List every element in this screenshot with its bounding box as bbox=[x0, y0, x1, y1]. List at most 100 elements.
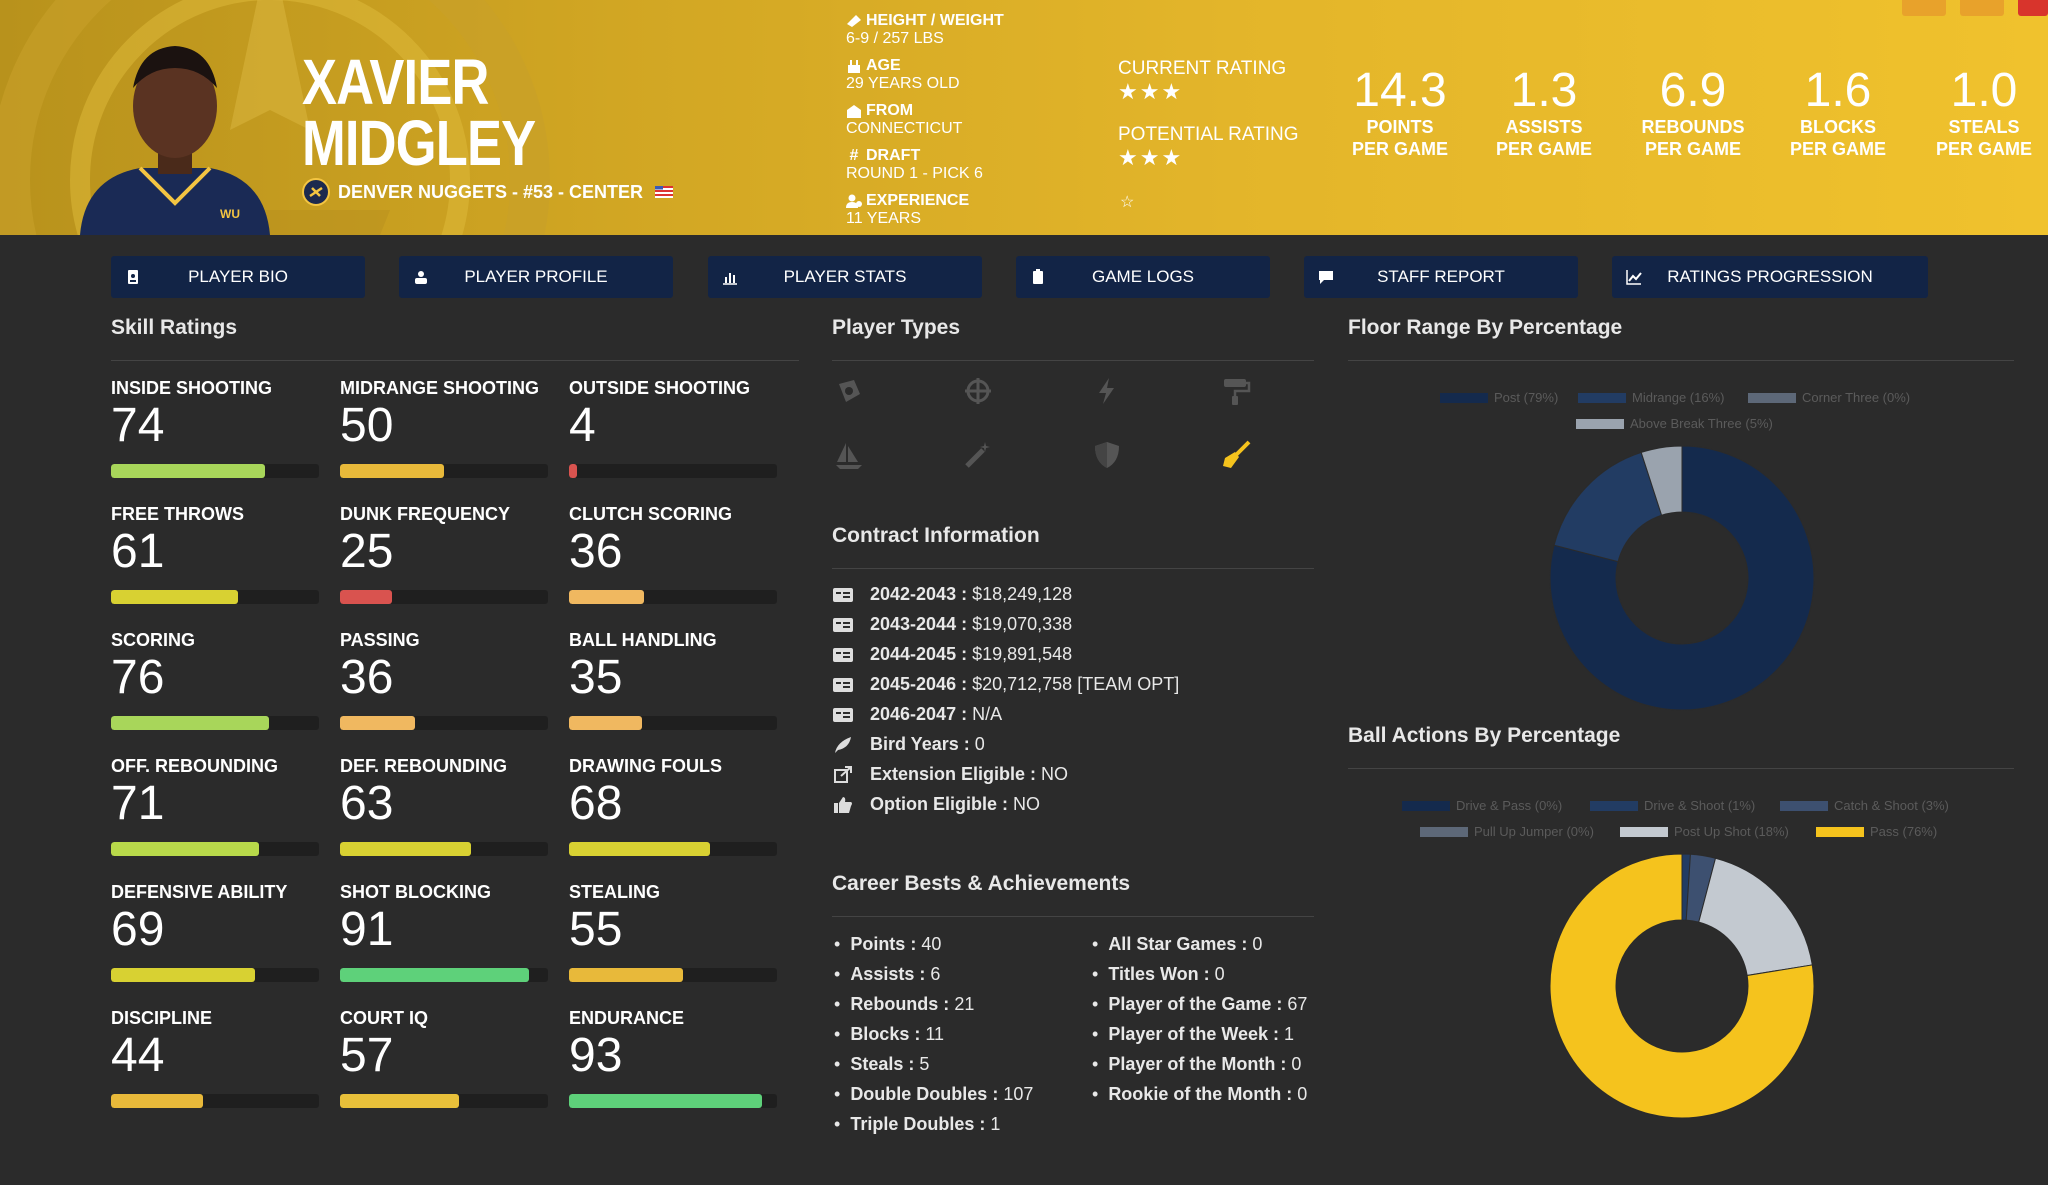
maximize-button[interactable] bbox=[1960, 0, 2004, 16]
thumbs-up-icon bbox=[834, 796, 852, 813]
legend-item[interactable]: Pass (76%) bbox=[1816, 824, 1937, 839]
career-best-item: All Star Games : 0 bbox=[1092, 934, 1262, 955]
tab-player-bio[interactable]: PLAYER BIO bbox=[111, 256, 365, 298]
legend-item[interactable]: Catch & Shoot (3%) bbox=[1780, 798, 1949, 813]
legend-label: Post (79%) bbox=[1494, 390, 1559, 405]
skill-value: 69 bbox=[111, 903, 165, 956]
legend-item[interactable]: Post Up Shot (18%) bbox=[1620, 824, 1789, 839]
legend-item[interactable]: Drive & Pass (0%) bbox=[1402, 798, 1562, 813]
legend-swatch bbox=[1748, 392, 1796, 403]
legend-label: Post Up Shot (18%) bbox=[1674, 824, 1789, 839]
player-last-name: MIDGLEY bbox=[302, 107, 536, 179]
skill-bar-fill bbox=[111, 1094, 203, 1108]
donut-slice[interactable] bbox=[1549, 445, 1815, 711]
legend-item[interactable]: Drive & Shoot (1%) bbox=[1590, 798, 1755, 813]
career-best-item: Player of the Game : 67 bbox=[1092, 994, 1307, 1015]
skill-bar-fill bbox=[340, 464, 444, 478]
skill-drawing-fouls: DRAWING FOULS 68 bbox=[569, 756, 777, 856]
skill-bar bbox=[340, 842, 548, 856]
minimize-button[interactable] bbox=[1902, 0, 1946, 16]
skill-bar-fill bbox=[340, 716, 415, 730]
skill-name: DEF. REBOUNDING bbox=[340, 756, 508, 776]
user-clock-icon bbox=[846, 194, 862, 208]
skill-bar bbox=[340, 590, 548, 604]
career-best-item: Player of the Month : 0 bbox=[1092, 1054, 1301, 1075]
donut-slice[interactable] bbox=[1640, 445, 1683, 516]
skill-bar-fill bbox=[340, 590, 392, 604]
skill-value: 61 bbox=[111, 525, 165, 578]
bio-draft: # DRAFT ROUND 1 - PICK 6 bbox=[846, 147, 983, 182]
skill-bar bbox=[569, 842, 777, 856]
ball-actions-divider bbox=[1348, 768, 2014, 769]
skill-value: 76 bbox=[111, 651, 165, 704]
career-best-item: Triple Doubles : 1 bbox=[834, 1114, 1000, 1135]
skill-name: BALL HANDLING bbox=[569, 630, 717, 650]
tab-ratings-progression[interactable]: RATINGS PROGRESSION bbox=[1612, 256, 1928, 298]
skill-bar-fill bbox=[340, 968, 530, 982]
career-bests-title: Career Bests & Achievements bbox=[832, 872, 1131, 895]
skill-discipline: DISCIPLINE 44 bbox=[111, 1008, 319, 1108]
sailboat-icon[interactable] bbox=[834, 440, 864, 470]
skill-bar-fill bbox=[111, 968, 255, 982]
skill-name: DRAWING FOULS bbox=[569, 756, 722, 776]
legend-item[interactable]: Post (79%) bbox=[1440, 390, 1558, 405]
crosshair-icon[interactable] bbox=[963, 376, 993, 406]
legend-item[interactable]: Above Break Three (5%) bbox=[1576, 416, 1773, 431]
close-button[interactable] bbox=[2018, 0, 2048, 16]
skill-value: 93 bbox=[569, 1029, 623, 1082]
stat-blocks: 1.6 BLOCKS PER GAME bbox=[1789, 64, 1886, 160]
bolt-icon[interactable] bbox=[1092, 376, 1122, 406]
legend-swatch bbox=[1576, 418, 1624, 429]
window-controls bbox=[1902, 0, 2048, 16]
legend-item[interactable]: Corner Three (0%) bbox=[1748, 390, 1910, 405]
tab-player-profile[interactable]: PLAYER PROFILE bbox=[399, 256, 673, 298]
legend-swatch bbox=[1402, 800, 1450, 811]
skill-name: CLUTCH SCORING bbox=[569, 504, 732, 524]
legend-item[interactable]: Pull Up Jumper (0%) bbox=[1420, 824, 1594, 839]
skill-bar bbox=[569, 464, 777, 478]
legend-swatch bbox=[1620, 826, 1668, 837]
ball-actions-title: Ball Actions By Percentage bbox=[1348, 724, 1621, 747]
shield-icon[interactable] bbox=[1092, 440, 1122, 470]
nuggets-logo-icon bbox=[302, 178, 330, 206]
tab-game-logs[interactable]: GAME LOGS bbox=[1016, 256, 1270, 298]
career-best-item: Rookie of the Month : 0 bbox=[1092, 1084, 1307, 1105]
career-bests-divider bbox=[832, 916, 1314, 917]
skill-name: COURT IQ bbox=[340, 1008, 428, 1028]
tab-player-stats[interactable]: PLAYER STATS bbox=[708, 256, 982, 298]
skill-bar-fill bbox=[111, 590, 238, 604]
bio-experience: EXPERIENCE 11 YEARS bbox=[846, 192, 970, 227]
career-best-item: Titles Won : 0 bbox=[1092, 964, 1224, 985]
donut-slice[interactable] bbox=[1698, 857, 1813, 977]
skill-name: DUNK FREQUENCY bbox=[340, 504, 511, 524]
contract-row: 2045-2046 : $20,712,758 [TEAM OPT] bbox=[832, 674, 1179, 695]
skill-name: STEALING bbox=[569, 882, 661, 902]
paint-roller-icon[interactable] bbox=[1221, 376, 1251, 406]
skill-stealing: STEALING 55 bbox=[569, 882, 777, 982]
stat-points: 14.3 POINTS PER GAME bbox=[1351, 64, 1448, 160]
contract-row: 2042-2043 : $18,249,128 bbox=[832, 584, 1072, 605]
legend-label: Corner Three (0%) bbox=[1802, 390, 1911, 405]
career-best-item: Rebounds : 21 bbox=[834, 994, 974, 1015]
donut-slice[interactable] bbox=[1549, 853, 1815, 1119]
magic-wand-icon[interactable] bbox=[963, 440, 993, 470]
badge-icon[interactable] bbox=[834, 376, 864, 406]
skill-bar bbox=[340, 1094, 548, 1108]
school-icon bbox=[847, 105, 861, 118]
skill-value: 74 bbox=[111, 399, 165, 452]
skill-bar-fill bbox=[340, 842, 472, 856]
skill-name: DEFENSIVE ABILITY bbox=[111, 882, 288, 902]
legend-label: Above Break Three (5%) bbox=[1630, 416, 1773, 431]
career-best-item: Blocks : 11 bbox=[834, 1024, 944, 1045]
broom-icon[interactable] bbox=[1221, 440, 1251, 470]
skill-value: 50 bbox=[340, 399, 394, 452]
skill-value: 36 bbox=[569, 525, 623, 578]
skill-value: 44 bbox=[111, 1029, 165, 1082]
legend-item[interactable]: Midrange (16%) bbox=[1578, 390, 1725, 405]
donut-slice[interactable] bbox=[1553, 451, 1663, 563]
player-types-title: Player Types bbox=[832, 316, 961, 339]
tab-staff-report[interactable]: STAFF REPORT bbox=[1304, 256, 1578, 298]
skill-bar bbox=[340, 716, 548, 730]
skill-name: ENDURANCE bbox=[569, 1008, 685, 1028]
skill-bar bbox=[111, 464, 319, 478]
